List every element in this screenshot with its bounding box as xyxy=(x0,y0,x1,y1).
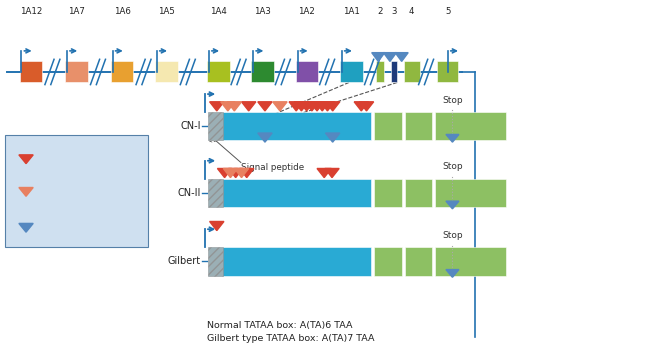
Text: 1A6: 1A6 xyxy=(114,7,130,16)
Polygon shape xyxy=(19,224,33,232)
Polygon shape xyxy=(210,102,224,111)
Polygon shape xyxy=(299,102,314,111)
Polygon shape xyxy=(234,168,249,178)
Text: Substitution: Substitution xyxy=(40,187,91,196)
Polygon shape xyxy=(289,102,303,111)
Polygon shape xyxy=(221,102,235,111)
Bar xyxy=(251,61,274,82)
Text: Stop codon
or frameshift: Stop codon or frameshift xyxy=(40,149,95,169)
Polygon shape xyxy=(310,102,324,111)
Bar xyxy=(208,247,223,276)
Polygon shape xyxy=(229,168,243,178)
Bar xyxy=(296,61,318,82)
Polygon shape xyxy=(446,134,459,142)
Text: Stop: Stop xyxy=(442,231,463,240)
Polygon shape xyxy=(326,133,340,142)
Polygon shape xyxy=(210,221,224,231)
Text: CN-II: CN-II xyxy=(177,188,201,198)
Bar xyxy=(208,247,371,276)
Polygon shape xyxy=(258,102,272,111)
Polygon shape xyxy=(326,102,340,111)
Polygon shape xyxy=(372,53,385,61)
Bar xyxy=(435,247,506,276)
Text: 1A7: 1A7 xyxy=(68,7,85,16)
Bar xyxy=(435,179,506,207)
Text: Gilbert: Gilbert xyxy=(167,257,201,266)
Polygon shape xyxy=(446,201,459,209)
Polygon shape xyxy=(223,168,238,178)
Bar xyxy=(376,61,384,82)
Bar xyxy=(208,179,371,207)
Text: 1A12: 1A12 xyxy=(20,7,42,16)
Bar xyxy=(374,247,402,276)
Bar xyxy=(405,112,432,140)
Polygon shape xyxy=(258,133,272,142)
Polygon shape xyxy=(383,53,396,61)
Text: Gilbert type TATAA box: A(TA)7 TAA: Gilbert type TATAA box: A(TA)7 TAA xyxy=(207,334,374,343)
Polygon shape xyxy=(273,102,287,111)
Polygon shape xyxy=(217,168,232,178)
Polygon shape xyxy=(317,168,331,178)
Bar xyxy=(405,179,432,207)
Text: 4: 4 xyxy=(409,7,415,16)
Polygon shape xyxy=(320,102,335,111)
Polygon shape xyxy=(325,168,339,178)
Polygon shape xyxy=(446,270,459,277)
Text: Stop: Stop xyxy=(442,162,463,171)
Text: 1A5: 1A5 xyxy=(158,7,174,16)
Polygon shape xyxy=(227,102,242,111)
Polygon shape xyxy=(294,102,309,111)
Text: 5: 5 xyxy=(445,7,450,16)
Bar xyxy=(208,112,223,140)
Text: 1A3: 1A3 xyxy=(255,7,271,16)
Text: Normal TATAA box: A(TA)6 TAA: Normal TATAA box: A(TA)6 TAA xyxy=(207,321,353,330)
Bar xyxy=(404,61,420,82)
Bar xyxy=(208,179,223,207)
Bar xyxy=(340,61,363,82)
Bar xyxy=(374,112,402,140)
Polygon shape xyxy=(240,168,254,178)
Bar xyxy=(405,247,432,276)
FancyBboxPatch shape xyxy=(5,135,148,247)
Polygon shape xyxy=(359,102,374,111)
Bar xyxy=(391,61,397,82)
Text: 2: 2 xyxy=(378,7,383,16)
Bar xyxy=(207,61,230,82)
Polygon shape xyxy=(19,155,33,164)
Bar xyxy=(20,61,42,82)
Bar xyxy=(65,61,88,82)
Bar xyxy=(155,61,178,82)
Bar xyxy=(208,112,371,140)
Text: CN-I: CN-I xyxy=(180,121,201,131)
Text: 3: 3 xyxy=(391,7,396,16)
Polygon shape xyxy=(242,102,256,111)
Text: Signal peptide: Signal peptide xyxy=(241,163,304,172)
Polygon shape xyxy=(19,187,33,196)
Polygon shape xyxy=(354,102,368,111)
Text: 1A1: 1A1 xyxy=(343,7,359,16)
Text: Stop: Stop xyxy=(442,95,463,105)
Bar xyxy=(435,112,506,140)
Bar xyxy=(374,179,402,207)
Text: 1A2: 1A2 xyxy=(299,7,315,16)
Text: Splice-site
mutation: Splice-site mutation xyxy=(40,218,84,238)
Bar xyxy=(437,61,458,82)
Polygon shape xyxy=(395,53,408,61)
Polygon shape xyxy=(305,102,319,111)
Text: 1A4: 1A4 xyxy=(210,7,227,16)
Bar xyxy=(111,61,133,82)
Polygon shape xyxy=(315,102,329,111)
